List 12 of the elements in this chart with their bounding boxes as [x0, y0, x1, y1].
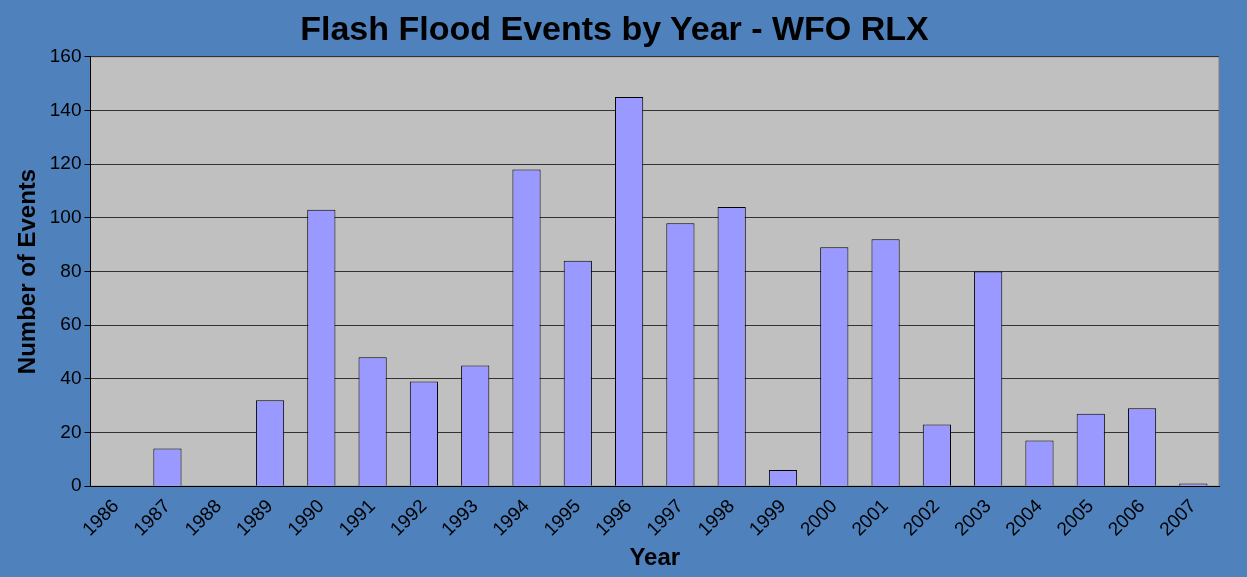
y-tick-label: 60: [60, 313, 82, 335]
y-tick-label: 140: [49, 98, 82, 120]
y-tick-label: 20: [60, 420, 82, 442]
y-tick-label: 100: [49, 206, 82, 228]
y-tick-label: 160: [49, 45, 82, 67]
y-tick-label: 120: [49, 152, 82, 174]
y-tick-label: 80: [60, 259, 82, 281]
y-axis-title: Number of Events: [13, 168, 41, 375]
y-tick-label: 0: [70, 474, 82, 496]
chart-title: Flash Flood Events by Year - WFO RLX: [300, 8, 930, 47]
x-axis-title: Year: [629, 543, 681, 571]
y-tick-label: 40: [60, 367, 82, 389]
